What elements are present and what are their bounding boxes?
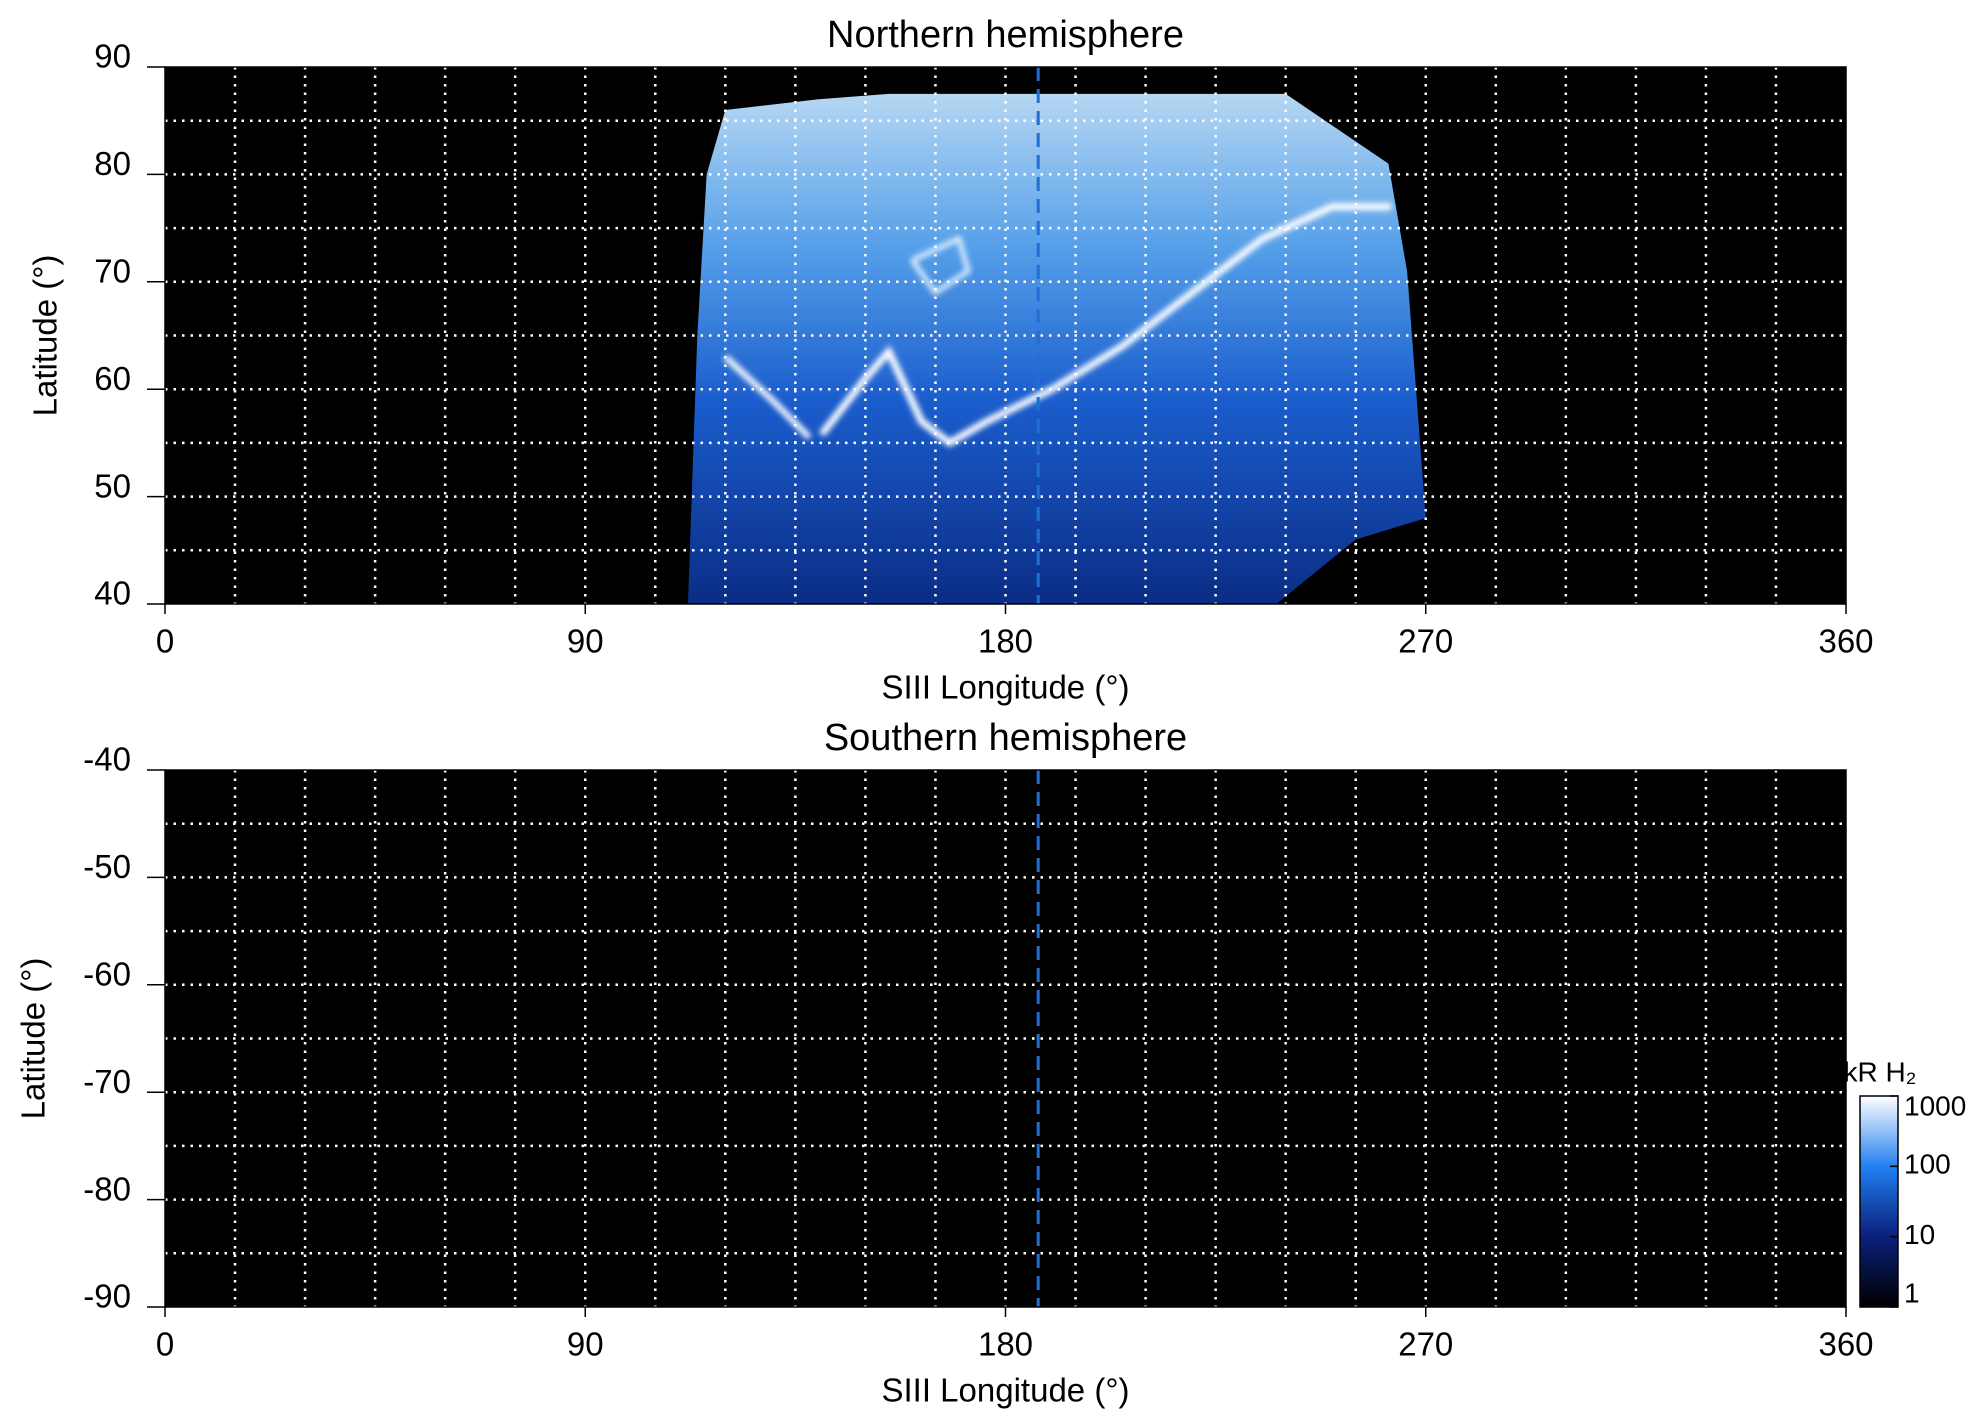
emission-image <box>687 93 1426 604</box>
colorbar <box>1859 1095 1899 1308</box>
y-axis-label: Latitude (°) <box>27 255 64 417</box>
y-tick-label: 40 <box>94 575 131 612</box>
colorbar-tick-label: 100 <box>1904 1149 1951 1180</box>
x-axis-label: SIII Longitude (°) <box>882 1372 1130 1409</box>
y-tick-label: -60 <box>83 956 131 993</box>
chart-title: Northern hemisphere <box>827 14 1184 56</box>
x-tick-label: 360 <box>1818 623 1873 660</box>
y-tick-label: 50 <box>94 467 131 504</box>
y-tick-label: -50 <box>83 848 131 885</box>
x-tick-label: 180 <box>978 1326 1033 1363</box>
y-tick-label: -40 <box>83 741 131 778</box>
chart-title: Southern hemisphere <box>824 717 1187 759</box>
colorbar-label: kR H₂ <box>1843 1056 1916 1087</box>
y-tick-label: -90 <box>83 1278 131 1315</box>
auroral-oval <box>819 203 1392 448</box>
x-tick-label: 360 <box>1818 1326 1873 1363</box>
y-tick-label: 60 <box>94 360 131 397</box>
y-axis-label: Latitude (°) <box>15 958 52 1120</box>
y-tick-label: -70 <box>83 1063 131 1100</box>
x-tick-label: 180 <box>978 623 1033 660</box>
y-tick-label: 70 <box>94 253 131 290</box>
colorbar-tick-label: 10 <box>1904 1219 1935 1250</box>
x-tick-label: 90 <box>567 1326 604 1363</box>
auroral-arc <box>723 354 812 440</box>
x-tick-label: 0 <box>156 623 174 660</box>
colorbar-tick-label: 1 <box>1904 1277 1920 1308</box>
x-tick-label: 90 <box>567 623 604 660</box>
colorbar-tick-label: 1000 <box>1904 1090 1966 1121</box>
x-tick-label: 270 <box>1398 623 1453 660</box>
y-tick-label: 80 <box>94 145 131 182</box>
x-tick-label: 0 <box>156 1326 174 1363</box>
plot-area <box>165 770 1846 1307</box>
x-tick-label: 270 <box>1398 1326 1453 1363</box>
auroral-spot <box>910 235 972 296</box>
y-tick-label: -80 <box>83 1170 131 1207</box>
x-axis-label: SIII Longitude (°) <box>882 669 1130 706</box>
y-tick-label: 90 <box>94 38 131 75</box>
